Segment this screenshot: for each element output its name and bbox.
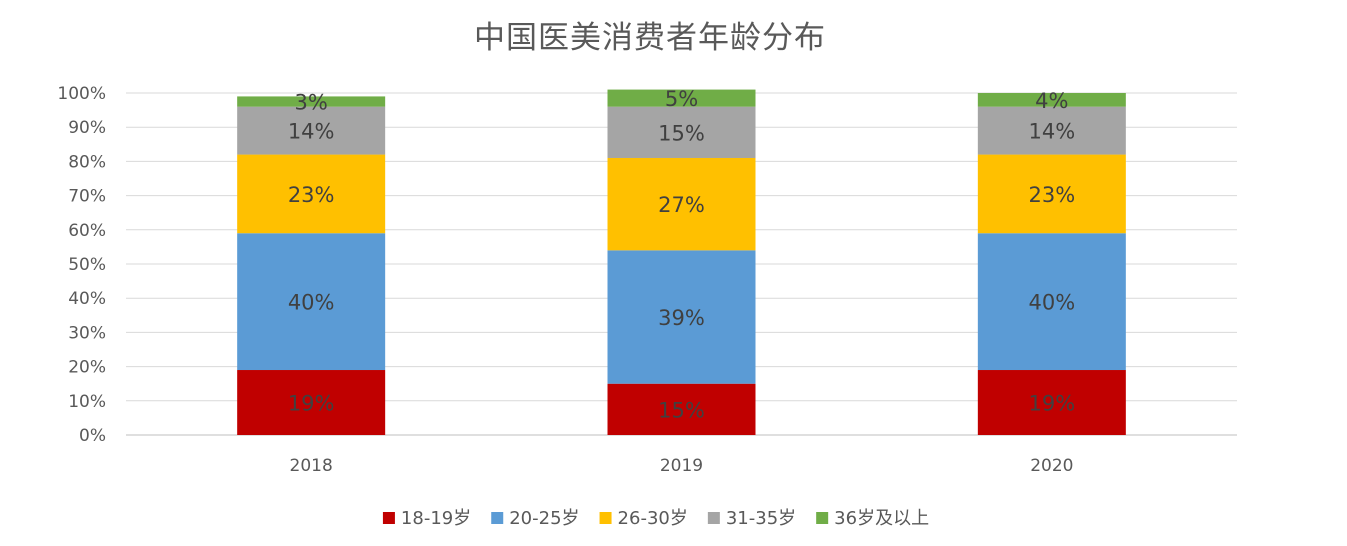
y-tick-label: 90% [68, 118, 106, 138]
data-label: 14% [288, 120, 335, 144]
legend-item: 31-35岁 [707, 508, 796, 529]
legend-label: 18-19岁 [401, 508, 471, 529]
chart-title: 中国医美消费者年龄分布 [474, 20, 826, 56]
bar-segment [607, 157, 756, 251]
y-tick-label: 20% [68, 358, 106, 378]
y-tick-label: 60% [68, 221, 106, 241]
legend-label: 36岁及以上 [834, 508, 929, 529]
legend: 18-19岁 20-25岁 26-30岁 31-35岁 36岁及以上 [382, 508, 929, 529]
bar-segment [977, 106, 1126, 155]
y-tick-label: 80% [68, 152, 106, 172]
data-labels: 19% 40% 23% 14% 3% 15% 39% 27% 15% 5% 19% 40% 23% 14%… [288, 87, 1075, 422]
bar-segment [237, 154, 386, 234]
data-label: 3% [295, 91, 328, 115]
bar-segment [607, 383, 756, 435]
data-label: 40% [1028, 291, 1075, 315]
legend-swatch [816, 512, 829, 524]
data-label: 23% [288, 183, 335, 207]
y-tick-label: 70% [68, 187, 106, 207]
data-label: 4% [1035, 89, 1068, 113]
y-tick-label: 30% [68, 323, 106, 343]
bar-segment [607, 106, 756, 158]
legend-swatch [491, 512, 504, 524]
x-axis-ticks: 2018 2019 2020 [290, 456, 1074, 476]
legend-swatch [382, 512, 395, 524]
bar-segment [237, 106, 386, 155]
legend-label: 26-30岁 [618, 508, 688, 529]
legend-swatch [707, 512, 720, 524]
legend-item: 18-19岁 [382, 508, 471, 529]
data-label: 14% [1028, 120, 1075, 144]
data-label: 23% [1028, 183, 1075, 207]
data-label: 27% [658, 193, 705, 217]
legend-item: 20-25岁 [491, 508, 580, 529]
bars [237, 89, 1126, 435]
y-tick-label: 100% [57, 84, 106, 104]
legend-swatch [599, 512, 612, 524]
bar-segment [977, 233, 1126, 371]
bar-segment [237, 233, 386, 371]
data-label: 19% [288, 392, 335, 416]
x-tick-label: 2018 [290, 456, 333, 476]
bar-segment [607, 89, 756, 107]
data-label: 40% [288, 291, 335, 315]
y-tick-label: 40% [68, 289, 106, 309]
data-label: 15% [658, 121, 705, 145]
y-tick-label: 10% [68, 392, 106, 412]
bar-segment [977, 93, 1126, 107]
data-label: 5% [665, 87, 698, 111]
data-label: 15% [658, 398, 705, 422]
legend-item: 36岁及以上 [816, 508, 929, 529]
data-label: 39% [658, 306, 705, 330]
bar-segment [977, 154, 1126, 234]
y-tick-label: 50% [68, 255, 106, 275]
data-label: 19% [1028, 392, 1075, 416]
y-axis-ticks: 0% 10% 20% 30% 40% 50% 60% 70% 80% 90% 100% [57, 84, 106, 446]
bar-segment [237, 370, 386, 435]
bar-segment [237, 96, 386, 107]
y-tick-label: 0% [79, 426, 106, 446]
bar-segment [977, 370, 1126, 435]
legend-label: 20-25岁 [509, 508, 579, 529]
legend-label: 31-35岁 [726, 508, 796, 529]
bar-segment [607, 250, 756, 384]
x-tick-label: 2020 [1030, 456, 1073, 476]
x-tick-label: 2019 [660, 456, 703, 476]
legend-item: 26-30岁 [599, 508, 688, 529]
